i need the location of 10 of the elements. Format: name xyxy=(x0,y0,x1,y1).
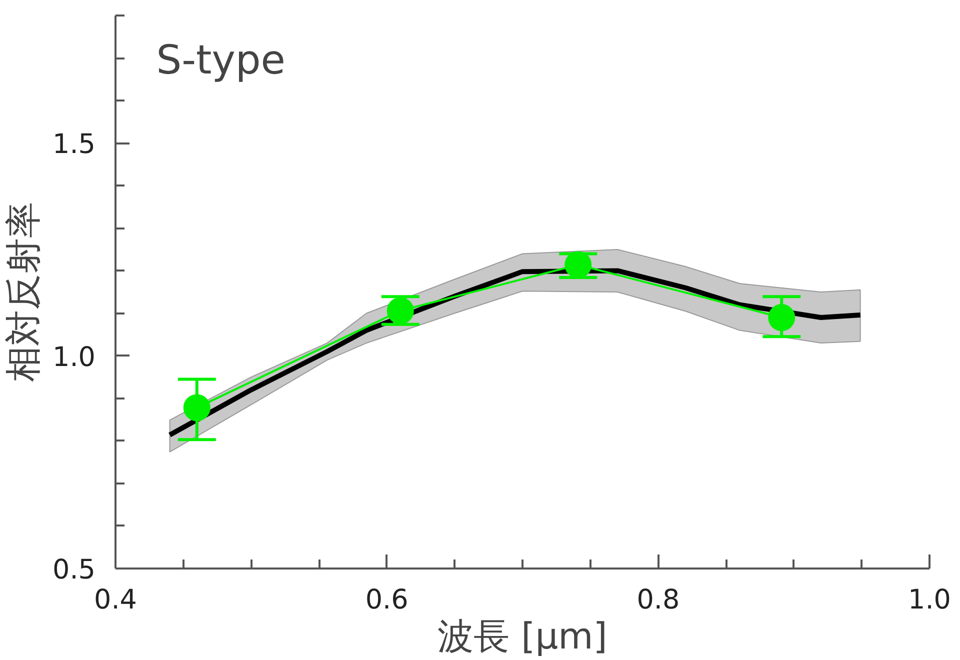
x-axis-title: 波長 [μm] xyxy=(438,616,608,658)
x-tick-label: 0.4 xyxy=(94,584,137,616)
y-axis-title: 相対反射率 xyxy=(4,202,45,382)
y-tick-label: 1.0 xyxy=(52,342,96,373)
x-tick-label: 0.6 xyxy=(365,584,408,616)
y-tick-label: 0.5 xyxy=(52,554,96,586)
x-tick-label: 0.8 xyxy=(636,584,680,616)
x-tick-label: 1.0 xyxy=(908,584,951,616)
text: S-type xyxy=(156,38,286,84)
y-tick-label: 1.5 xyxy=(52,129,96,160)
